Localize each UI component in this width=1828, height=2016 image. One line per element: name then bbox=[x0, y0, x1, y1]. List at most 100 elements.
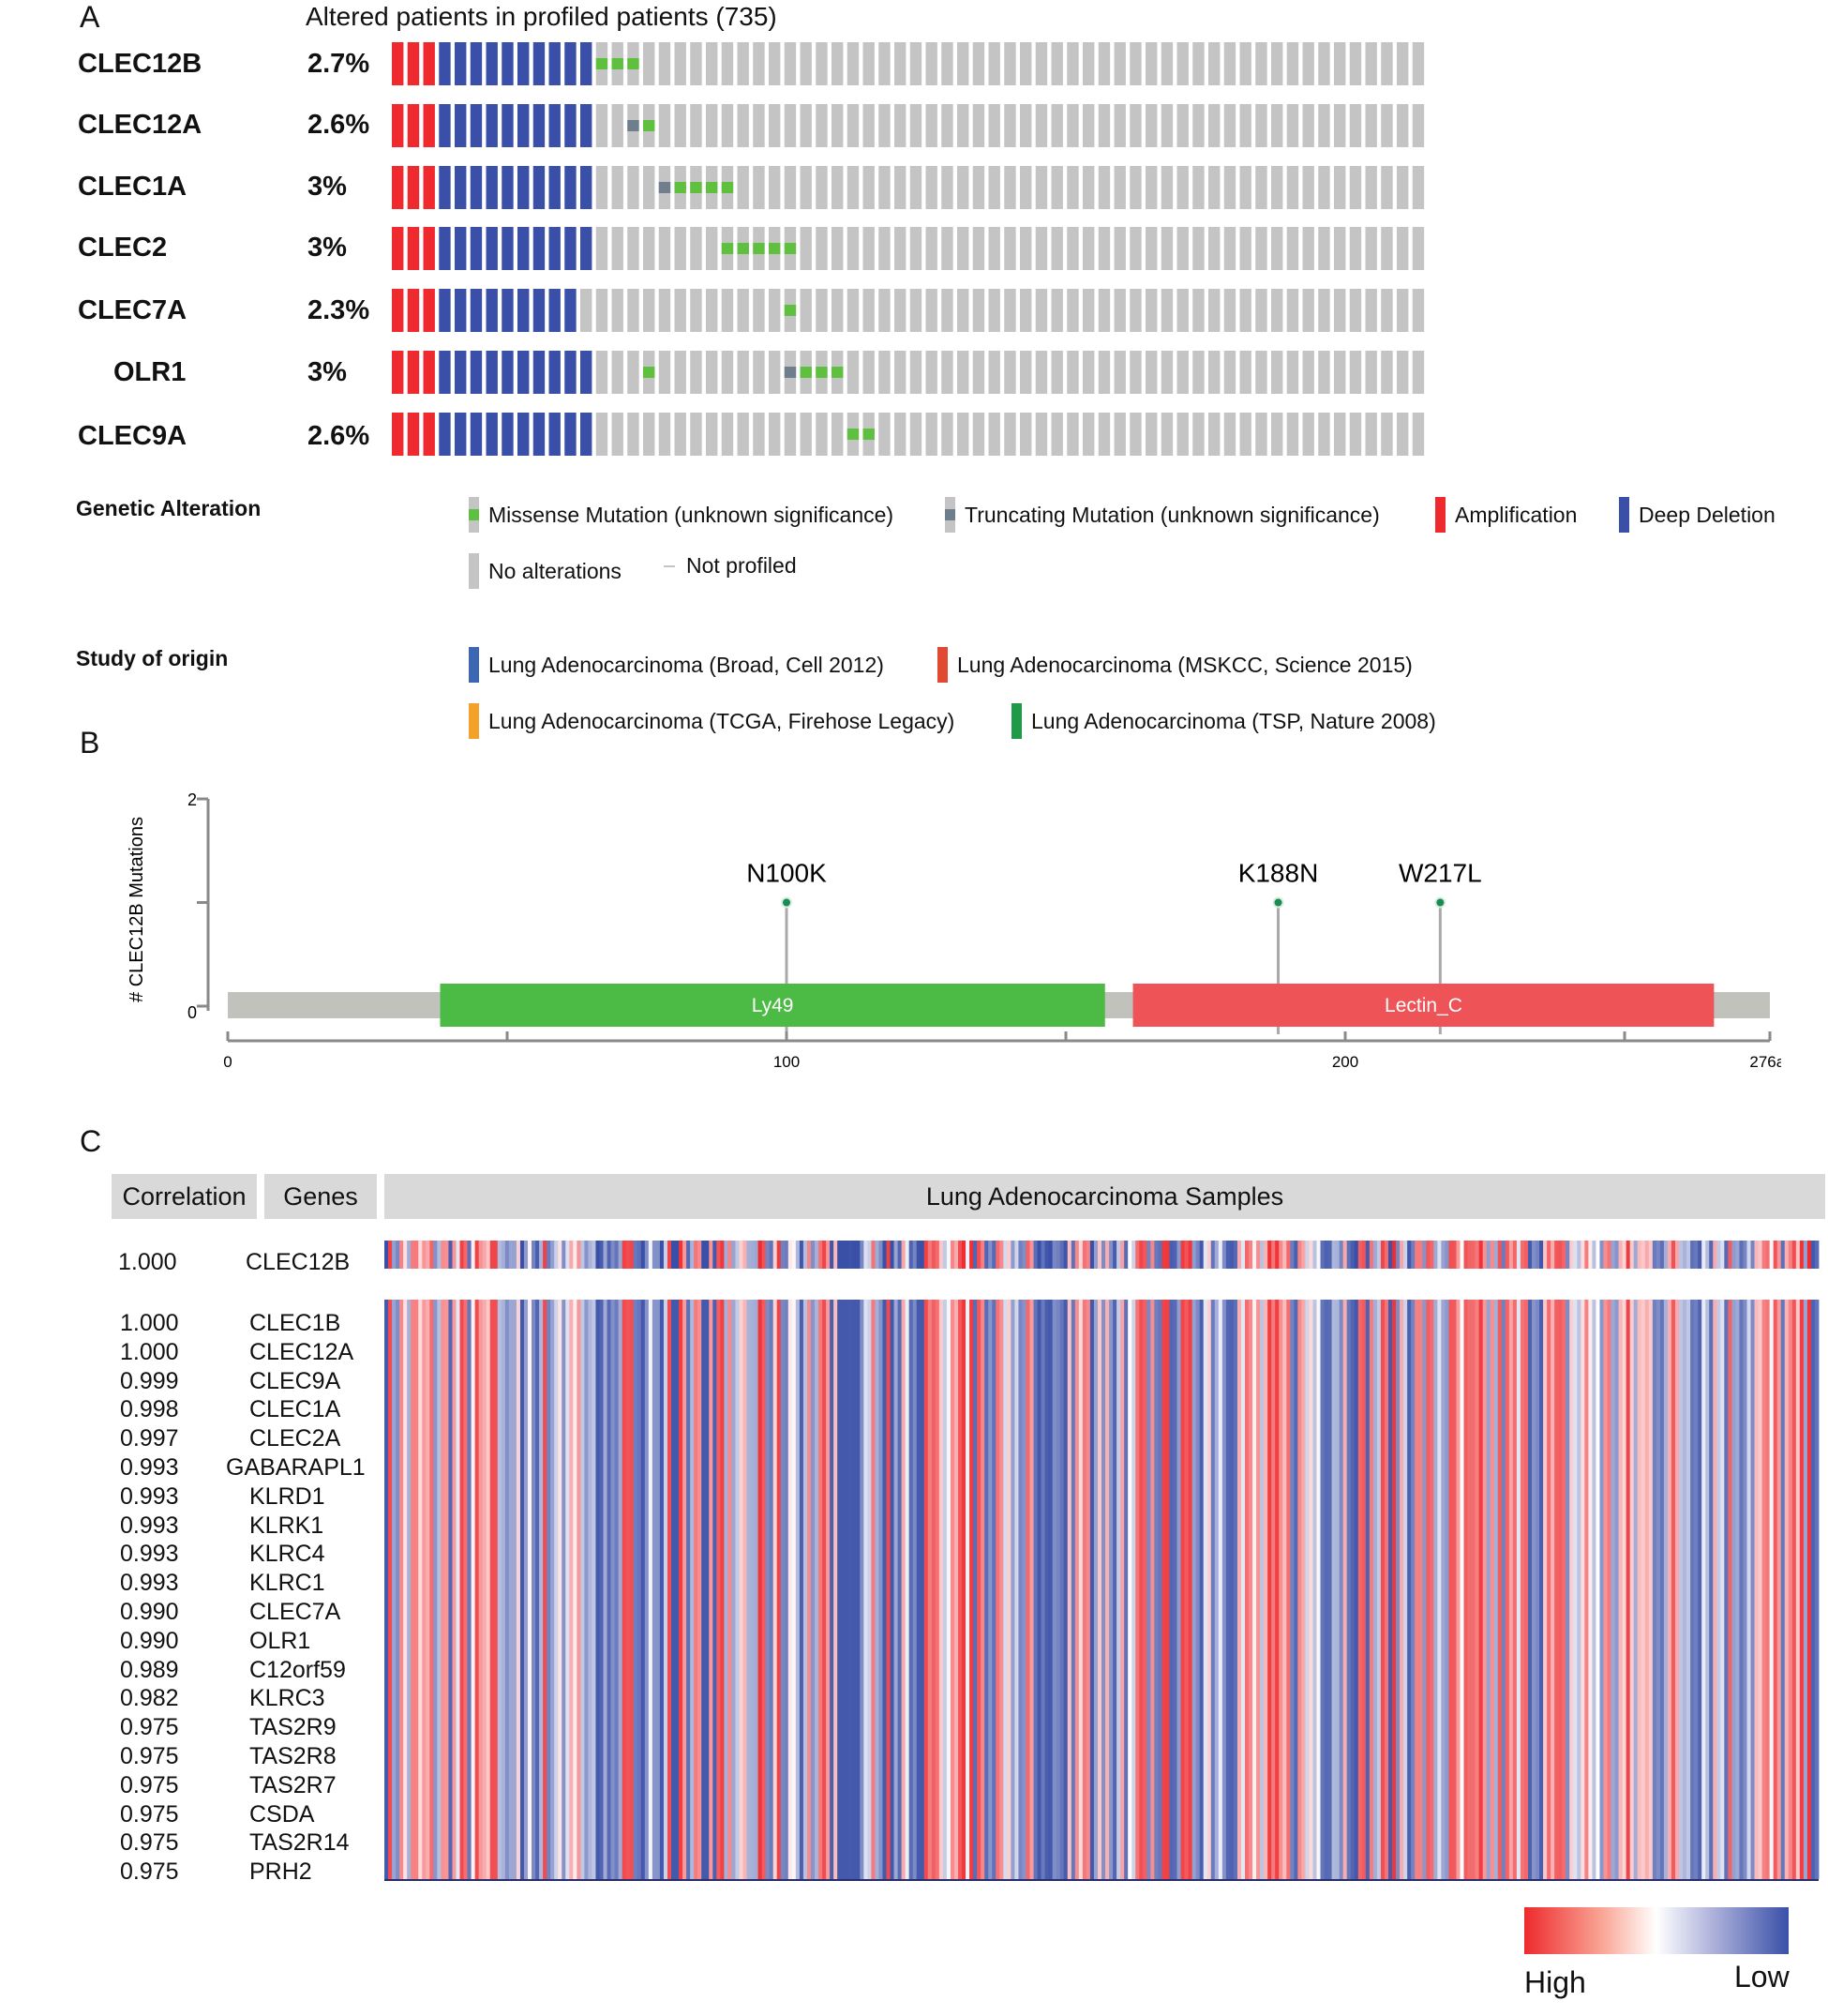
oncoprint-cell bbox=[1161, 289, 1174, 332]
heatmap-column bbox=[1082, 1300, 1087, 1879]
oncoprint-cell bbox=[1083, 166, 1095, 209]
heatmap-column bbox=[474, 1300, 480, 1879]
oncoprint-cell bbox=[486, 227, 498, 270]
query-heatmap-cell bbox=[1199, 1241, 1205, 1269]
heatmap-column bbox=[1369, 1300, 1374, 1879]
heatmap-column bbox=[1532, 1300, 1536, 1879]
oncoprint-cell bbox=[1318, 289, 1330, 332]
heatmap-column bbox=[1161, 1300, 1166, 1879]
query-heatmap-cell bbox=[1240, 1241, 1246, 1269]
heatmap-column bbox=[1233, 1300, 1238, 1879]
gene-label: CLEC2 bbox=[78, 233, 168, 263]
oncoprint-cell bbox=[407, 166, 420, 209]
heatmap-column bbox=[1547, 1300, 1551, 1879]
query-heatmap-cell bbox=[1225, 1241, 1231, 1269]
heatmap-column bbox=[1728, 1300, 1732, 1879]
query-heatmap-cell bbox=[663, 1241, 668, 1269]
query-heatmap-cell bbox=[429, 1241, 434, 1269]
query-heatmap-cell bbox=[822, 1241, 827, 1269]
query-heatmap-cell bbox=[1671, 1241, 1676, 1269]
query-heatmap-cell bbox=[1543, 1241, 1548, 1269]
heatmap-column bbox=[1452, 1300, 1457, 1879]
query-heatmap-cell bbox=[648, 1241, 653, 1269]
query-heatmap-cell bbox=[1037, 1241, 1041, 1269]
correlated-gene-name: KLRC3 bbox=[249, 1685, 325, 1712]
query-heatmap-cell bbox=[1814, 1241, 1820, 1269]
mutation-lollipop-head[interactable] bbox=[781, 896, 793, 909]
study-tsp-swatch bbox=[1011, 703, 1022, 739]
heatmap-column bbox=[1516, 1300, 1521, 1879]
heatmap-column bbox=[1743, 1300, 1747, 1879]
heatmap-column bbox=[1052, 1300, 1057, 1879]
heatmap-column bbox=[791, 1300, 797, 1879]
heatmap-column bbox=[1279, 1300, 1283, 1879]
oncoprint-cell bbox=[455, 104, 467, 147]
mutation-lollipop-head[interactable] bbox=[1272, 896, 1284, 909]
heatmap-column bbox=[1380, 1300, 1386, 1879]
oncoprint-cell bbox=[1365, 227, 1377, 270]
heatmap-column bbox=[953, 1300, 959, 1879]
oncoprint-cell bbox=[706, 351, 718, 394]
heatmap-column bbox=[1659, 1300, 1665, 1879]
gene-label: CLEC12B bbox=[78, 49, 202, 79]
oncoprint-cell bbox=[894, 413, 907, 456]
heatmap-column bbox=[1433, 1300, 1438, 1879]
query-heatmap-cell bbox=[1324, 1241, 1328, 1269]
correlated-gene-name: TAS2R14 bbox=[249, 1829, 350, 1857]
heatmap-column bbox=[1463, 1300, 1468, 1879]
query-heatmap-cell bbox=[1320, 1241, 1325, 1269]
heatmap-column bbox=[1324, 1300, 1328, 1879]
heatmap-column bbox=[640, 1300, 646, 1879]
query-heatmap-cell bbox=[1490, 1241, 1495, 1269]
missense-mark bbox=[753, 243, 765, 254]
oncoprint-cell bbox=[1397, 413, 1409, 456]
oncoprint-cell bbox=[1067, 289, 1079, 332]
oncoprint-cell bbox=[611, 227, 623, 270]
query-heatmap-cell bbox=[1033, 1241, 1038, 1269]
heatmap-column bbox=[569, 1300, 574, 1879]
oncoprint-cell bbox=[957, 289, 969, 332]
oncoprint-cell bbox=[1349, 289, 1362, 332]
oncoprint-cell bbox=[532, 413, 546, 456]
oncoprint-cell bbox=[1302, 227, 1314, 270]
missense-mark bbox=[784, 243, 797, 254]
correlation-value: 0.975 bbox=[120, 1714, 179, 1741]
heatmap-column bbox=[463, 1300, 468, 1879]
oncoprint-cell bbox=[1083, 351, 1095, 394]
oncoprint-cell bbox=[1130, 289, 1142, 332]
query-heatmap-cell bbox=[1252, 1241, 1257, 1269]
deep-deletion-swatch bbox=[1619, 497, 1629, 533]
heatmap-column bbox=[931, 1300, 936, 1879]
heatmap-column bbox=[1176, 1300, 1181, 1879]
query-heatmap-cell bbox=[652, 1241, 657, 1269]
oncoprint-cell bbox=[1020, 42, 1032, 85]
query-heatmap-cell bbox=[1648, 1241, 1654, 1269]
heatmap-column bbox=[456, 1300, 460, 1879]
oncoprint-cell bbox=[532, 227, 546, 270]
query-heatmap-cell bbox=[856, 1241, 861, 1269]
mutation-lollipop-head[interactable] bbox=[1434, 896, 1446, 909]
correlated-gene-name: PRH2 bbox=[249, 1858, 312, 1886]
query-heatmap-cell bbox=[931, 1241, 936, 1269]
heatmap-column bbox=[826, 1300, 831, 1879]
oncoprint-cell bbox=[1239, 351, 1251, 394]
genetic-alteration-legend-title: Genetic Alteration bbox=[76, 496, 262, 520]
query-heatmap-cell bbox=[923, 1241, 929, 1269]
query-heatmap-cell bbox=[1327, 1241, 1333, 1269]
query-heatmap-cell bbox=[992, 1241, 996, 1269]
protein-domain[interactable] bbox=[1132, 984, 1715, 1027]
heatmap-column bbox=[1173, 1300, 1177, 1879]
query-heatmap-cell bbox=[1271, 1241, 1276, 1269]
query-heatmap-cell bbox=[1418, 1241, 1423, 1269]
oncoprint-cell bbox=[1146, 104, 1158, 147]
query-heatmap-cell bbox=[1113, 1241, 1117, 1269]
oncoprint-cell bbox=[502, 351, 514, 394]
protein-domain[interactable] bbox=[440, 984, 1105, 1027]
heatmap-column bbox=[516, 1300, 521, 1879]
query-heatmap-cell bbox=[1558, 1241, 1563, 1269]
oncoprint-cell bbox=[1146, 413, 1158, 456]
oncoprint-cell bbox=[753, 166, 765, 209]
oncoprint-cell bbox=[1130, 166, 1142, 209]
query-heatmap-cell bbox=[697, 1241, 702, 1269]
oncoprint-cell bbox=[580, 351, 592, 394]
